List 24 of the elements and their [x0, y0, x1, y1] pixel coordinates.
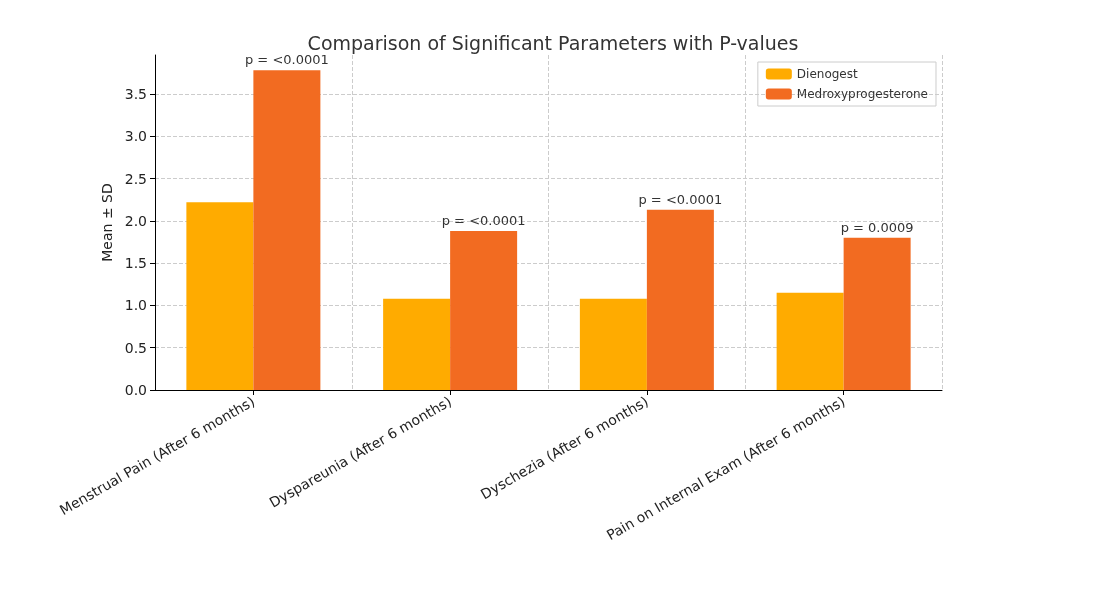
annotation: p = <0.0001: [441, 212, 526, 228]
bar: [646, 209, 714, 390]
bar: [579, 298, 647, 390]
bar: [383, 298, 451, 390]
bar: [186, 202, 254, 390]
y-axis-title: Mean ± SD: [98, 183, 115, 262]
y-tick-label: 3.5: [124, 85, 147, 102]
y-tick-label: 0.0: [124, 382, 147, 398]
y-tick-label: 0.5: [124, 339, 147, 356]
y-tick-label: 1.0: [124, 297, 147, 314]
bar: [450, 230, 518, 390]
y-tick-label: 3.0: [124, 128, 147, 145]
chart-title: Comparison of Significant Parameters with P-values: [307, 31, 799, 54]
annotation: p = <0.0001: [638, 191, 723, 207]
bar: [776, 292, 844, 390]
annotation: p = <0.0001: [244, 52, 329, 68]
legend-label: Dienogest: [796, 67, 858, 81]
annotation: p = 0.0009: [840, 219, 914, 235]
bar: [843, 237, 911, 390]
legend-label: Medroxyprogesterone: [796, 87, 928, 101]
bar: [253, 70, 321, 390]
y-tick-label: 1.5: [124, 255, 147, 272]
y-tick-label: 2.0: [124, 212, 147, 229]
y-tick-label: 2.5: [124, 170, 147, 187]
